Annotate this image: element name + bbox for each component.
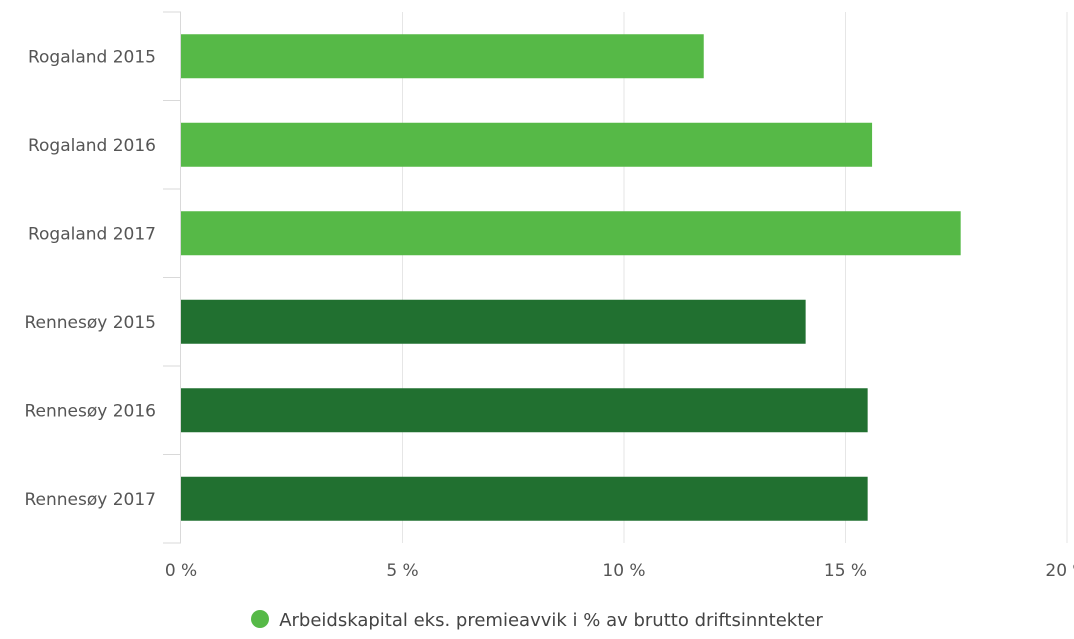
y-axis — [163, 11, 181, 544]
bar — [181, 34, 704, 79]
x-tick-label: 10 % — [602, 561, 645, 581]
category-label: Rogaland 2017 — [28, 224, 156, 244]
category-labels: Rogaland 2015 Rogaland 2016 Rogaland 2017 R… — [24, 47, 156, 510]
category-label: Rennesøy 2016 — [24, 401, 156, 421]
bar — [181, 388, 868, 433]
category-label: Rennesøy 2015 — [24, 313, 156, 333]
bar — [181, 299, 806, 344]
x-tick-label: 5 % — [386, 561, 418, 581]
legend-marker — [251, 610, 270, 628]
category-label: Rogaland 2015 — [28, 47, 156, 67]
bar — [181, 476, 868, 521]
category-label: Rogaland 2016 — [28, 136, 156, 156]
gridlines — [402, 12, 1068, 543]
legend[interactable]: Arbeidskapital eks. premieavvik i % av b… — [0, 610, 1074, 631]
x-tick-labels: 0 % 5 % 10 % 15 % 20 % — [165, 561, 1074, 581]
x-tick-label: 0 % — [165, 561, 197, 581]
category-label: Rennesøy 2017 — [24, 490, 156, 510]
bar — [181, 211, 961, 256]
legend-label: Arbeidskapital eks. premieavvik i % av b… — [279, 610, 823, 631]
bar — [181, 122, 873, 167]
x-tick-label: 15 % — [824, 561, 867, 581]
bars — [181, 34, 961, 521]
x-tick-label: 20 % — [1045, 561, 1074, 581]
